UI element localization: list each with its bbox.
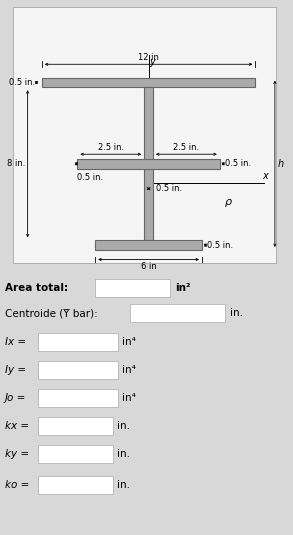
Text: Centroide (Y̅ bar):: Centroide (Y̅ bar): bbox=[5, 308, 98, 318]
Text: in.: in. bbox=[117, 480, 130, 490]
Bar bbox=[38, 417, 113, 435]
Text: in.: in. bbox=[117, 421, 130, 431]
Bar bbox=[42, 78, 255, 87]
Text: 12 in: 12 in bbox=[138, 52, 159, 62]
Text: in⁴: in⁴ bbox=[122, 365, 136, 375]
Text: h: h bbox=[277, 159, 284, 169]
Text: 0.5 in.: 0.5 in. bbox=[225, 159, 251, 169]
Text: 8 in.: 8 in. bbox=[7, 159, 25, 169]
Bar bbox=[77, 159, 220, 169]
Text: y: y bbox=[149, 57, 155, 67]
Text: Jo =: Jo = bbox=[5, 393, 26, 403]
Text: kx =: kx = bbox=[5, 421, 29, 431]
Bar bbox=[95, 240, 202, 250]
Bar bbox=[38, 389, 118, 407]
Bar bbox=[38, 476, 113, 494]
Text: ky =: ky = bbox=[5, 449, 29, 459]
Text: Ix =: Ix = bbox=[5, 337, 26, 347]
Text: in²: in² bbox=[175, 283, 190, 293]
Text: in⁴: in⁴ bbox=[122, 337, 136, 347]
Text: ko =: ko = bbox=[5, 480, 29, 490]
Bar bbox=[38, 445, 113, 463]
Bar bbox=[130, 304, 225, 322]
Text: Iy =: Iy = bbox=[5, 365, 26, 375]
Text: ρ: ρ bbox=[225, 197, 232, 207]
Text: Area total:: Area total: bbox=[5, 283, 68, 293]
Text: 0.5 in.: 0.5 in. bbox=[156, 184, 182, 193]
Text: 2.5 in.: 2.5 in. bbox=[98, 143, 124, 152]
Text: x: x bbox=[263, 171, 268, 181]
Bar bbox=[38, 333, 118, 351]
Text: 0.5 in.: 0.5 in. bbox=[207, 241, 233, 250]
Text: 2.5 in.: 2.5 in. bbox=[173, 143, 200, 152]
Text: 0.5 in.: 0.5 in. bbox=[77, 173, 103, 182]
Bar bbox=[95, 279, 170, 297]
Text: 0.5 in.: 0.5 in. bbox=[9, 78, 35, 87]
Bar bbox=[38, 361, 118, 379]
Bar bbox=[144, 87, 153, 240]
Text: in.: in. bbox=[117, 449, 130, 459]
Text: 6 in: 6 in bbox=[141, 262, 156, 271]
Text: in⁴: in⁴ bbox=[122, 393, 136, 403]
Text: in.: in. bbox=[230, 308, 243, 318]
